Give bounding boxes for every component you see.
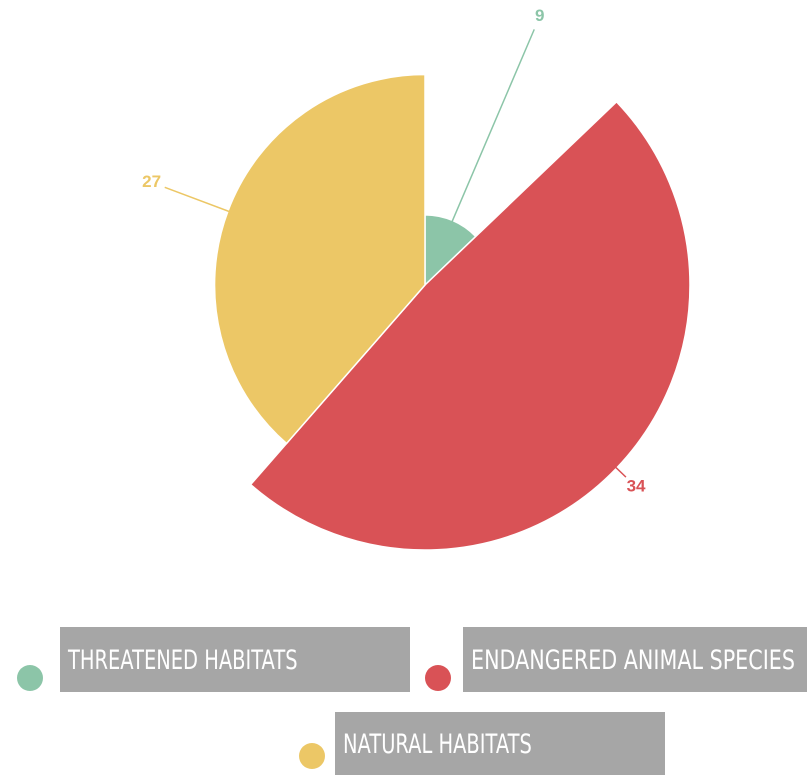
legend-box	[60, 627, 410, 692]
leader-line	[448, 29, 535, 229]
data-label: 34	[627, 476, 646, 495]
legend-box	[335, 712, 665, 775]
legend-marker	[299, 743, 325, 769]
legend-label: ENDANGERED ANIMAL SPECIES	[471, 645, 795, 676]
data-label: 27	[142, 172, 161, 191]
legend-label: THREATENED HABITATS	[67, 645, 297, 676]
data-label: 9	[535, 6, 544, 25]
legend-box	[463, 627, 807, 692]
legend-marker	[17, 665, 43, 691]
legend-marker	[425, 665, 451, 691]
legend-label: NATURAL HABITATS	[343, 729, 532, 760]
leader-line	[164, 186, 236, 215]
leader-line	[610, 462, 627, 478]
